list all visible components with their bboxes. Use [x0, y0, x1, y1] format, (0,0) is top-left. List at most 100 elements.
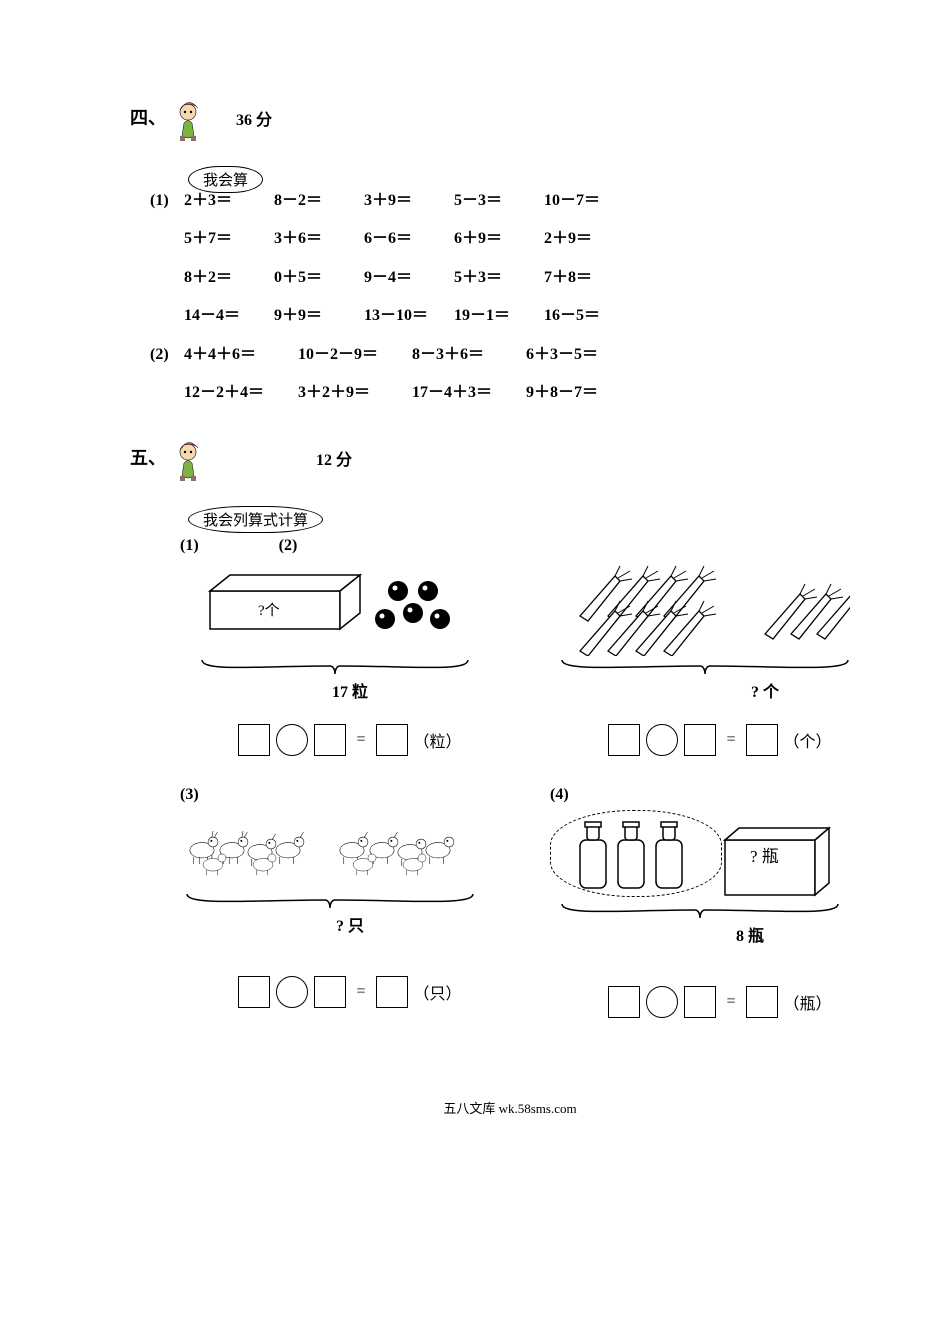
q2-illustration	[550, 561, 890, 656]
g1-cell: 10－7＝	[544, 182, 630, 220]
g2-tag: (2)	[150, 336, 180, 374]
q1-caption: 17 粒	[180, 678, 520, 702]
g2-cell: 17－4＋3＝	[412, 374, 522, 412]
operator-circle[interactable]	[276, 724, 308, 756]
section-5-score: 12 分	[316, 446, 352, 470]
svg-text:?个: ?个	[258, 602, 280, 619]
g1-cell: 5＋3＝	[454, 259, 540, 297]
g1-cell: 6－6＝	[364, 220, 450, 258]
q1-equation: = （粒）	[180, 724, 520, 756]
g1-cell: 5－3＝	[454, 182, 540, 220]
q2-unit: （个）	[784, 728, 832, 752]
section-4-number: 四、	[130, 104, 166, 130]
worksheet-page: 四、 36 分 我会算 (1) 2＋3＝ 8－2＝ 3＋9＝ 5－3＝ 10－7…	[0, 0, 950, 1157]
section-4-problems: (1) 2＋3＝ 8－2＝ 3＋9＝ 5－3＝ 10－7＝ 5＋7＝ 3＋6＝ …	[150, 182, 890, 412]
q2-equation: = （个）	[550, 724, 890, 756]
mascot-icon	[174, 100, 206, 142]
q4-tag: (4)	[550, 786, 890, 804]
question-4: (4)	[550, 786, 890, 1018]
brace-icon	[560, 658, 850, 676]
g1-cell: 3＋6＝	[274, 220, 360, 258]
g1-cell: 8＋2＝	[184, 259, 270, 297]
equals-sign: =	[352, 731, 369, 749]
answer-box[interactable]	[238, 976, 270, 1008]
g1-cell: 7＋8＝	[544, 259, 630, 297]
answer-box[interactable]	[376, 976, 408, 1008]
equals-sign: =	[722, 731, 739, 749]
g1-cell: 19－1＝	[454, 297, 540, 335]
section-5-bubble: 我会列算式计算	[188, 506, 323, 533]
g1-row-4: 14－4＝ 9＋9＝ 13－10＝ 19－1＝ 16－5＝	[150, 297, 890, 335]
q4-unit: （瓶）	[784, 990, 832, 1014]
brace-icon	[200, 658, 470, 676]
g1-cell: 13－10＝	[364, 297, 450, 335]
q2-caption: ? 个	[550, 678, 890, 702]
g1-cell: 9－4＝	[364, 259, 450, 297]
operator-circle[interactable]	[646, 724, 678, 756]
brace-icon	[560, 902, 840, 920]
g1-tag: (1)	[150, 182, 180, 220]
q3-equation: = （只）	[180, 976, 520, 1008]
answer-box[interactable]	[238, 724, 270, 756]
section-4-bubble-wrap: 我会算	[188, 166, 263, 193]
answer-box[interactable]	[746, 986, 778, 1018]
answer-box[interactable]	[684, 986, 716, 1018]
g1-cell: 9＋9＝	[274, 297, 360, 335]
g1-cell: 6＋9＝	[454, 220, 540, 258]
g1-row-3: 8＋2＝ 0＋5＝ 9－4＝ 5＋3＝ 7＋8＝	[150, 259, 890, 297]
q3-caption: ? 只	[180, 912, 520, 936]
section-5-header: 五、 12 分 我会列算式计算	[130, 440, 890, 482]
g1-cell: 14－4＝	[184, 297, 270, 335]
section-4-header: 四、 36 分 我会算	[130, 100, 890, 142]
g1-cell: 3＋9＝	[364, 182, 450, 220]
answer-box[interactable]	[746, 724, 778, 756]
mascot-icon	[174, 440, 206, 482]
section-5-number: 五、	[130, 444, 166, 470]
q3-unit: （只）	[414, 980, 462, 1004]
g1-cell: 2＋9＝	[544, 220, 630, 258]
answer-box[interactable]	[608, 724, 640, 756]
q3-illustration	[180, 810, 520, 890]
operator-circle[interactable]	[276, 976, 308, 1008]
question-3: (3)	[180, 786, 520, 1018]
page-footer: 五八文库 wk.58sms.com	[130, 1098, 890, 1117]
operator-circle[interactable]	[646, 986, 678, 1018]
equals-sign: =	[352, 983, 369, 1001]
answer-box[interactable]	[684, 724, 716, 756]
q1-tag: (1)	[180, 537, 199, 555]
g2-cell: 8－3＋6＝	[412, 336, 522, 374]
answer-box[interactable]	[314, 976, 346, 1008]
question-1: (1) (2) ?个	[180, 537, 520, 756]
section-5-bubble-wrap: 我会列算式计算	[188, 506, 323, 533]
q4-equation: = （瓶）	[550, 986, 890, 1018]
q4-caption: 8 瓶	[550, 922, 890, 946]
g2-cell: 12－2＋4＝	[184, 374, 294, 412]
g2-row-2: 12－2＋4＝ 3＋2＋9＝ 17－4＋3＝ 9＋8－7＝	[150, 374, 890, 412]
g2-cell: 9＋8－7＝	[526, 374, 636, 412]
section-4-bubble: 我会算	[188, 166, 263, 193]
g2-cell: 4＋4＋6＝	[184, 336, 294, 374]
g2-cell: 6＋3－5＝	[526, 336, 636, 374]
g1-cell: 16－5＝	[544, 297, 630, 335]
q1-illustration: ?个	[180, 561, 520, 656]
section-4-score: 36 分	[236, 106, 272, 130]
answer-box[interactable]	[314, 724, 346, 756]
section-5-grid: (1) (2) ?个	[180, 537, 890, 1018]
q4-illustration: ? 瓶	[550, 810, 890, 900]
g2-row-1: (2) 4＋4＋6＝ 10－2－9＝ 8－3＋6＝ 6＋3－5＝	[150, 336, 890, 374]
g2-cell: 10－2－9＝	[298, 336, 408, 374]
brace-icon	[185, 892, 475, 910]
q5-row-1: (1) (2) ?个	[180, 537, 890, 756]
answer-box[interactable]	[608, 986, 640, 1018]
equals-sign: =	[722, 993, 739, 1011]
q3-tag: (3)	[180, 786, 520, 804]
g1-cell: 5＋7＝	[184, 220, 270, 258]
g1-cell: 8－2＝	[274, 182, 360, 220]
g1-cell: 0＋5＝	[274, 259, 360, 297]
g2-cell: 3＋2＋9＝	[298, 374, 408, 412]
q1-unit: （粒）	[414, 728, 462, 752]
g1-row-2: 5＋7＝ 3＋6＝ 6－6＝ 6＋9＝ 2＋9＝	[150, 220, 890, 258]
svg-text:? 瓶: ? 瓶	[750, 847, 779, 866]
q2-tag: (2)	[279, 537, 298, 555]
answer-box[interactable]	[376, 724, 408, 756]
